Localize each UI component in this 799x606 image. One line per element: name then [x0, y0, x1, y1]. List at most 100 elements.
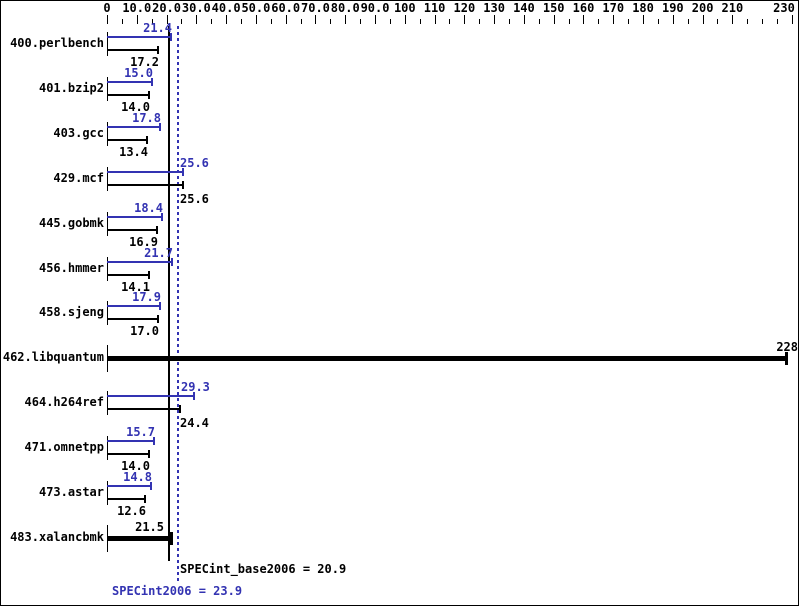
- base-bar-end-cap: [157, 315, 159, 323]
- x-axis-tick: [405, 15, 406, 24]
- x-axis-tick: [107, 15, 108, 24]
- base-bar: [107, 274, 149, 276]
- peak-bar-end-cap: [193, 392, 195, 400]
- bar-value-label: 21.5: [135, 520, 164, 534]
- base-bar-end-cap: [148, 91, 150, 99]
- result-bar-single: [107, 536, 171, 541]
- x-axis-tick: [241, 19, 242, 24]
- x-axis-label: 20.0: [152, 1, 181, 15]
- benchmark-label: 473.astar: [38, 485, 104, 499]
- peak-bar: [107, 36, 171, 38]
- peak-value-label: 14.8: [123, 470, 152, 484]
- x-axis-tick: [271, 19, 272, 24]
- peak-value-label: 18.4: [134, 201, 163, 215]
- row-start-tick: [107, 167, 108, 191]
- x-axis-label: 170: [602, 1, 625, 15]
- x-axis-tick: [464, 15, 465, 24]
- x-axis-tick: [569, 19, 570, 24]
- base-bar-end-cap: [146, 136, 148, 144]
- x-axis-label: 50.0: [241, 1, 271, 15]
- summary-base-text: SPECint_base2006 = 20.9: [180, 562, 347, 576]
- peak-bar: [107, 81, 152, 83]
- x-axis-tick: [494, 15, 495, 24]
- x-axis-tick: [167, 15, 168, 24]
- benchmark-label: 400.perlbench: [10, 36, 104, 50]
- x-axis-tick: [598, 19, 599, 24]
- benchmark-label: 458.sjeng: [38, 305, 104, 319]
- x-axis-tick: [628, 19, 629, 24]
- benchmark-label: 429.mcf: [53, 171, 104, 185]
- base-bar: [107, 408, 180, 410]
- x-axis-tick: [226, 15, 227, 24]
- base-value-label: 25.6: [180, 192, 209, 206]
- x-axis-tick: [301, 19, 302, 24]
- x-axis-tick: [345, 15, 346, 24]
- peak-bar: [107, 395, 194, 397]
- x-axis-label: 200: [691, 1, 714, 15]
- peak-value-label: 15.0: [124, 66, 153, 80]
- x-axis-label: 130: [483, 1, 505, 15]
- x-axis-label: 210: [721, 1, 744, 15]
- base-value-label: 17.2: [130, 55, 159, 69]
- base-bar-end-cap: [148, 450, 150, 458]
- result-bar-end-cap: [785, 352, 788, 365]
- x-axis-tick: [613, 15, 614, 24]
- x-axis-label: 140: [513, 1, 535, 15]
- x-axis-tick: [703, 15, 704, 24]
- peak-bar: [107, 485, 151, 487]
- base-value-label: 16.9: [129, 235, 158, 249]
- x-axis-label: 120: [453, 1, 476, 15]
- x-axis-tick: [554, 15, 555, 24]
- result-bar-end-cap: [170, 532, 173, 545]
- x-axis-label: 100: [393, 1, 416, 15]
- row-start-tick: [107, 212, 108, 236]
- x-axis-tick: [256, 15, 257, 24]
- x-axis-tick: [509, 19, 510, 24]
- x-axis-tick: [122, 19, 123, 24]
- base-bar: [107, 453, 149, 455]
- row-start-tick: [107, 257, 108, 281]
- peak-value-label: 17.8: [132, 111, 161, 125]
- x-axis-tick: [583, 15, 584, 24]
- reference-line-peak-mean: [177, 26, 179, 584]
- base-value-label: 24.4: [180, 416, 209, 430]
- base-bar: [107, 184, 183, 186]
- x-axis-label: 150: [542, 1, 565, 15]
- peak-bar-end-cap: [171, 258, 173, 266]
- x-axis-tick: [315, 15, 316, 24]
- peak-bar-end-cap: [182, 168, 184, 176]
- base-bar: [107, 94, 149, 96]
- peak-bar-end-cap: [159, 123, 161, 131]
- base-bar-end-cap: [179, 405, 181, 413]
- x-axis-label: 80.0: [330, 1, 360, 15]
- base-bar-end-cap: [156, 226, 158, 234]
- peak-value-label: 21.4: [143, 21, 172, 35]
- peak-value-label: 21.7: [144, 246, 173, 260]
- peak-value-label: 17.9: [132, 290, 161, 304]
- base-bar-end-cap: [148, 271, 150, 279]
- base-bar: [107, 49, 158, 51]
- benchmark-label: 445.gobmk: [38, 216, 104, 230]
- base-bar: [107, 229, 157, 231]
- base-bar-end-cap: [144, 495, 146, 503]
- base-value-label: 14.1: [121, 280, 150, 294]
- x-axis-tick: [717, 19, 718, 24]
- peak-bar-end-cap: [153, 437, 155, 445]
- summary-peak-text: SPECint2006 = 23.9: [112, 584, 243, 598]
- base-bar-end-cap: [157, 46, 159, 54]
- x-axis-tick: [643, 15, 644, 24]
- x-axis-label: 230: [773, 1, 795, 15]
- reference-line-base-mean: [168, 26, 170, 561]
- row-start-tick: [107, 301, 108, 325]
- x-axis-label: 160: [572, 1, 595, 15]
- x-axis-tick: [762, 19, 763, 24]
- x-axis-tick: [181, 19, 182, 24]
- x-axis-tick: [152, 19, 153, 24]
- x-axis-tick: [673, 15, 674, 24]
- row-start-tick: [107, 122, 108, 146]
- benchmark-label: 456.hmmer: [38, 261, 104, 275]
- peak-bar-end-cap: [150, 482, 152, 490]
- benchmark-label: 403.gcc: [53, 126, 104, 140]
- base-value-label: 14.0: [121, 100, 150, 114]
